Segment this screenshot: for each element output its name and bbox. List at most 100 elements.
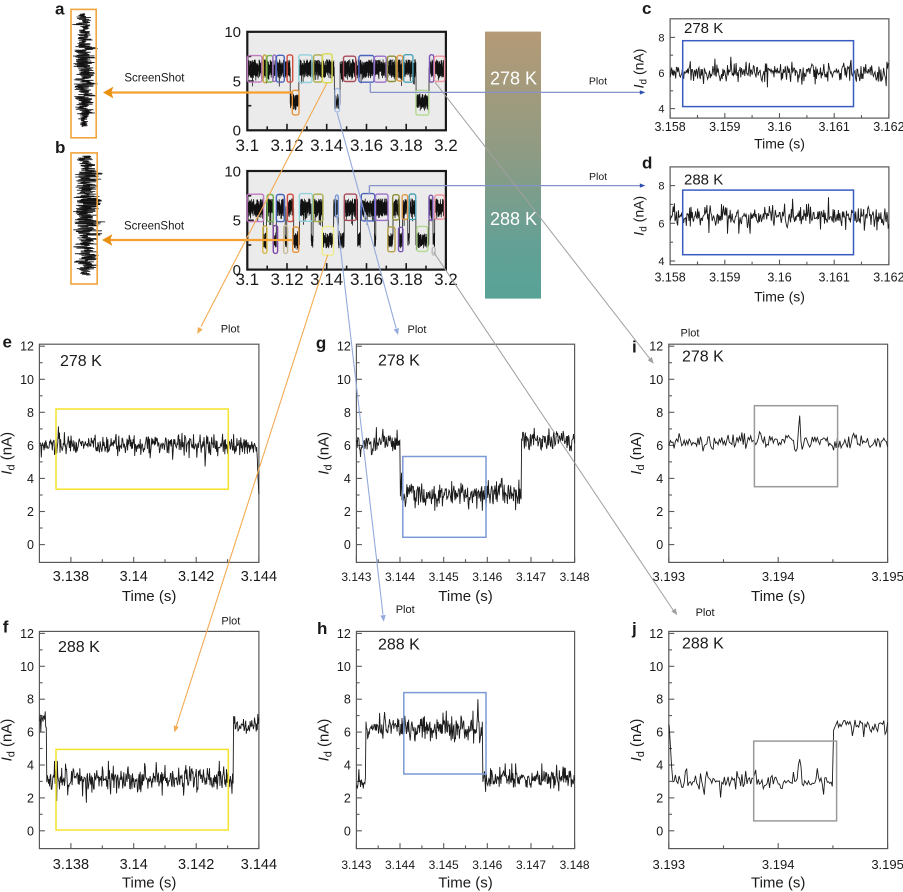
svg-text:g: g <box>316 334 326 353</box>
svg-text:4: 4 <box>658 104 664 116</box>
svg-text:3.14: 3.14 <box>120 857 148 873</box>
svg-text:0: 0 <box>344 538 351 552</box>
svg-text:4: 4 <box>344 472 351 486</box>
svg-text:c: c <box>642 0 651 18</box>
svg-text:3.143: 3.143 <box>341 570 371 584</box>
svg-text:3.146: 3.146 <box>472 570 502 584</box>
svg-text:8: 8 <box>658 181 664 193</box>
svg-text:f: f <box>3 618 9 637</box>
svg-text:3.14: 3.14 <box>120 569 148 585</box>
svg-text:3.162: 3.162 <box>873 271 903 285</box>
svg-text:0: 0 <box>656 824 663 838</box>
svg-text:3.18: 3.18 <box>390 136 423 155</box>
svg-text:3.162: 3.162 <box>873 120 903 134</box>
svg-text:a: a <box>55 0 65 19</box>
svg-text:Id (nA): Id (nA) <box>315 432 334 475</box>
svg-text:Time (s): Time (s) <box>751 588 805 605</box>
svg-text:Id (nA): Id (nA) <box>0 432 18 475</box>
svg-text:Time (s): Time (s) <box>438 875 492 892</box>
svg-text:2: 2 <box>656 791 663 805</box>
svg-text:3.195: 3.195 <box>871 857 903 872</box>
svg-text:4: 4 <box>344 759 351 773</box>
svg-text:0: 0 <box>656 538 663 552</box>
svg-text:4: 4 <box>27 759 34 773</box>
svg-text:3.2: 3.2 <box>434 136 458 155</box>
svg-text:10: 10 <box>337 373 351 387</box>
svg-text:6: 6 <box>344 726 351 740</box>
svg-text:288 K: 288 K <box>378 636 420 653</box>
svg-text:12: 12 <box>649 627 663 641</box>
svg-text:3.16: 3.16 <box>350 136 383 155</box>
svg-text:3.147: 3.147 <box>516 570 546 584</box>
svg-text:2: 2 <box>344 505 351 519</box>
svg-text:Plot: Plot <box>221 324 240 336</box>
svg-text:8: 8 <box>344 693 351 707</box>
svg-text:5: 5 <box>233 73 241 90</box>
svg-text:10: 10 <box>20 373 34 387</box>
svg-text:278 K: 278 K <box>60 353 102 370</box>
svg-text:278 K: 278 K <box>378 353 420 370</box>
svg-text:h: h <box>317 619 327 638</box>
svg-text:3.143: 3.143 <box>341 858 371 872</box>
svg-text:10: 10 <box>20 660 34 674</box>
svg-text:Plot: Plot <box>396 604 415 616</box>
svg-text:Time (s): Time (s) <box>438 588 492 605</box>
svg-text:Time (s): Time (s) <box>754 289 805 305</box>
svg-text:Plot: Plot <box>589 75 607 87</box>
svg-text:Id (nA): Id (nA) <box>631 196 650 236</box>
svg-text:2: 2 <box>27 505 34 519</box>
svg-text:278 K: 278 K <box>682 349 724 366</box>
svg-text:Time (s): Time (s) <box>122 875 176 892</box>
svg-text:6: 6 <box>658 218 664 230</box>
svg-text:12: 12 <box>649 340 663 354</box>
svg-text:3.159: 3.159 <box>709 271 740 285</box>
svg-text:6: 6 <box>656 726 663 740</box>
svg-text:3.148: 3.148 <box>560 570 590 584</box>
svg-text:5: 5 <box>233 213 241 230</box>
svg-text:10: 10 <box>224 24 241 41</box>
svg-text:Id (nA): Id (nA) <box>0 719 18 762</box>
svg-text:12: 12 <box>20 627 34 641</box>
svg-text:Time (s): Time (s) <box>754 136 805 152</box>
svg-text:288 K: 288 K <box>682 635 724 652</box>
svg-text:12: 12 <box>337 340 351 354</box>
svg-text:8: 8 <box>344 406 351 420</box>
svg-text:3.16: 3.16 <box>767 271 791 285</box>
svg-text:12: 12 <box>337 627 351 641</box>
svg-text:2: 2 <box>656 505 663 519</box>
svg-text:3.14: 3.14 <box>310 136 343 155</box>
svg-text:0: 0 <box>233 262 241 279</box>
svg-text:3.194: 3.194 <box>762 857 795 872</box>
svg-text:8: 8 <box>27 406 34 420</box>
svg-text:8: 8 <box>658 32 664 44</box>
svg-text:3.146: 3.146 <box>472 858 502 872</box>
svg-text:3.144: 3.144 <box>241 569 277 585</box>
svg-text:3.14: 3.14 <box>310 270 343 289</box>
svg-text:3.193: 3.193 <box>653 857 686 872</box>
svg-text:i: i <box>632 338 637 357</box>
svg-text:3.193: 3.193 <box>653 569 686 584</box>
svg-text:3.138: 3.138 <box>53 569 89 585</box>
svg-text:j: j <box>631 619 637 638</box>
svg-text:12: 12 <box>20 340 34 354</box>
svg-text:Id (nA): Id (nA) <box>631 49 650 89</box>
svg-text:278 K: 278 K <box>684 20 723 37</box>
svg-text:3.144: 3.144 <box>385 570 415 584</box>
svg-text:3.194: 3.194 <box>762 569 795 584</box>
svg-text:0: 0 <box>233 123 241 140</box>
svg-text:b: b <box>55 138 65 157</box>
svg-text:3.159: 3.159 <box>709 120 740 134</box>
svg-text:Id (nA): Id (nA) <box>628 719 647 762</box>
svg-text:278 K: 278 K <box>490 69 537 89</box>
svg-text:3.145: 3.145 <box>429 858 459 872</box>
svg-text:3.158: 3.158 <box>654 120 685 134</box>
svg-text:3.161: 3.161 <box>819 120 850 134</box>
svg-text:3.158: 3.158 <box>654 271 685 285</box>
svg-text:6: 6 <box>27 726 34 740</box>
svg-text:3.144: 3.144 <box>385 858 415 872</box>
svg-text:10: 10 <box>337 660 351 674</box>
svg-text:3.142: 3.142 <box>178 569 214 585</box>
svg-text:4: 4 <box>658 256 664 268</box>
svg-text:10: 10 <box>224 163 241 180</box>
svg-text:Time (s): Time (s) <box>751 875 805 892</box>
